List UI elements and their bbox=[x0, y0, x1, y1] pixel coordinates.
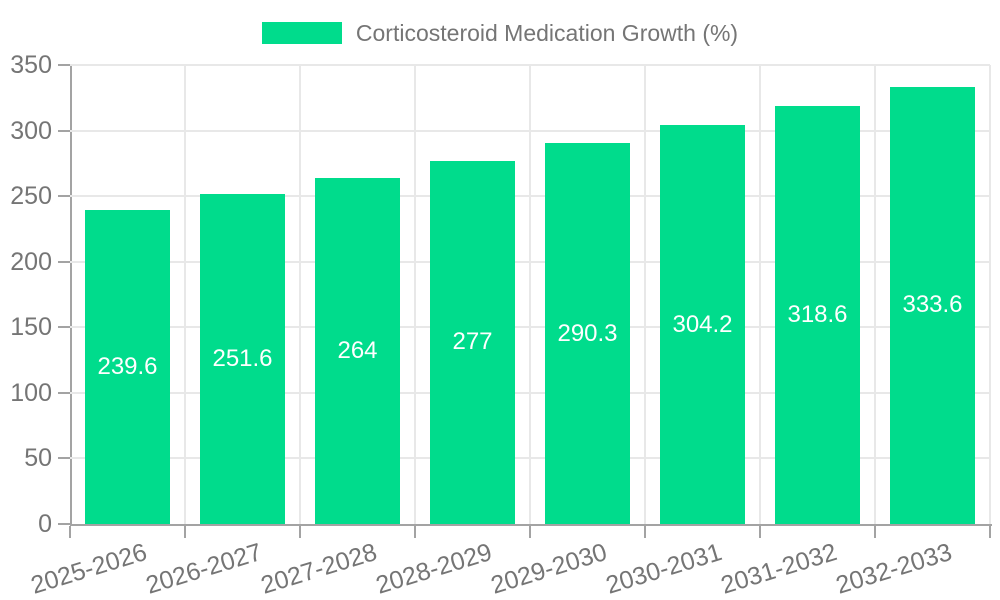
gridline-vertical bbox=[414, 65, 416, 524]
y-axis-label: 100 bbox=[10, 378, 52, 407]
legend-swatch-icon bbox=[261, 22, 342, 44]
x-axis-tick bbox=[759, 526, 761, 538]
x-axis-label: 2031-2032 bbox=[717, 538, 840, 600]
y-axis-tick bbox=[58, 129, 70, 132]
bar-2031-2032[interactable] bbox=[775, 106, 860, 524]
bar-2032-2033[interactable] bbox=[890, 86, 975, 524]
x-axis-label: 2029-2030 bbox=[487, 538, 610, 600]
gridline-vertical bbox=[989, 65, 991, 524]
x-axis-tick bbox=[529, 526, 531, 538]
x-axis-label: 2030-2031 bbox=[602, 538, 725, 600]
y-axis-tick bbox=[58, 64, 70, 66]
bar-2026-2027[interactable] bbox=[200, 194, 285, 524]
x-axis-label: 2025-2026 bbox=[27, 538, 150, 600]
x-axis-tick bbox=[874, 526, 876, 538]
chart-legend[interactable]: Corticosteroid Medication Growth (%) bbox=[0, 18, 1000, 48]
gridline-vertical bbox=[299, 65, 301, 524]
x-axis-tick bbox=[299, 526, 301, 538]
y-axis-label: 50 bbox=[24, 444, 52, 473]
bar-2027-2028[interactable] bbox=[315, 177, 400, 524]
y-axis-tick bbox=[58, 195, 70, 198]
y-axis-label: 350 bbox=[10, 51, 52, 79]
y-axis-tick bbox=[58, 326, 70, 329]
gridline-vertical bbox=[874, 65, 876, 524]
x-axis-label: 2032-2033 bbox=[832, 538, 955, 600]
x-axis-tick bbox=[414, 526, 416, 538]
y-axis-label: 200 bbox=[10, 247, 52, 276]
bar-2025-2026[interactable] bbox=[85, 209, 170, 524]
x-axis-tick bbox=[184, 526, 186, 538]
bar-2030-2031[interactable] bbox=[660, 125, 745, 524]
x-axis-tick bbox=[69, 526, 71, 538]
plot-area bbox=[70, 65, 992, 526]
x-axis-label: 2027-2028 bbox=[257, 538, 380, 600]
y-axis-label: 300 bbox=[10, 116, 52, 145]
y-axis-label: 150 bbox=[10, 313, 52, 342]
y-axis-tick bbox=[58, 457, 70, 460]
x-axis-tick bbox=[644, 526, 646, 538]
gridline-vertical bbox=[529, 65, 531, 524]
gridline-vertical bbox=[759, 65, 761, 524]
y-axis-label: 0 bbox=[38, 510, 52, 538]
bar-2029-2030[interactable] bbox=[545, 143, 630, 524]
gridline-vertical bbox=[184, 65, 186, 524]
bar-2028-2029[interactable] bbox=[430, 160, 515, 524]
x-axis-label: 2026-2027 bbox=[142, 538, 265, 600]
y-axis-label: 250 bbox=[10, 182, 52, 211]
x-axis-tick bbox=[989, 526, 991, 538]
gridline-vertical bbox=[644, 65, 646, 524]
y-axis-tick bbox=[58, 391, 70, 394]
y-axis-tick bbox=[58, 260, 70, 263]
x-axis-label: 2028-2029 bbox=[372, 538, 495, 600]
y-axis-tick bbox=[58, 523, 70, 525]
legend-label: Corticosteroid Medication Growth (%) bbox=[355, 19, 739, 46]
